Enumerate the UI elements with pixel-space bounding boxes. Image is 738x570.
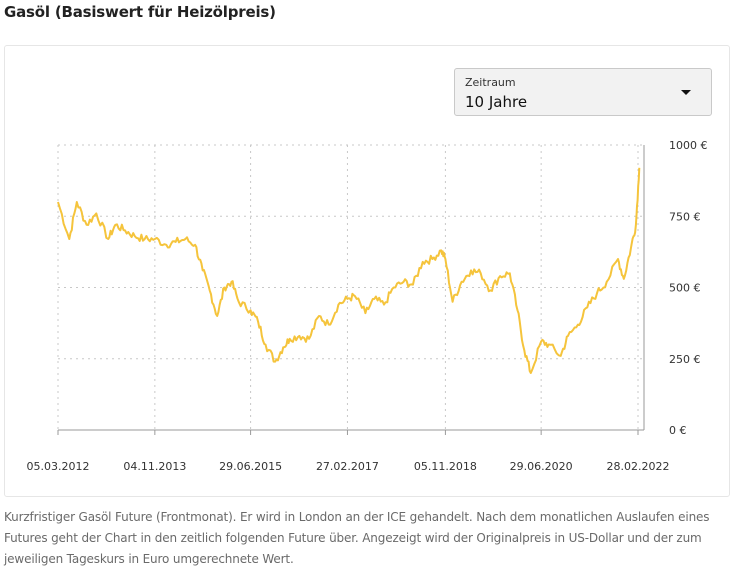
x-tick-label: 28.02.2022: [607, 460, 670, 473]
chart-card: Zeitraum 10 Jahre: [4, 45, 730, 497]
y-tick-label: 250 €: [669, 353, 701, 366]
range-select[interactable]: Zeitraum 10 Jahre: [454, 68, 712, 116]
y-tick-label: 0 €: [669, 424, 687, 437]
x-tick-label: 05.11.2018: [414, 460, 477, 473]
x-tick-label: 05.03.2012: [27, 460, 90, 473]
range-select-label: Zeitraum: [465, 76, 516, 89]
y-tick-label: 500 €: [669, 282, 701, 295]
price-chart: 0 € 250 € 500 € 750 € 1000 € 05.03.2012 04.11.…: [27, 139, 708, 473]
chart-caption: Kurzfristiger Gasöl Future (Frontmonat).…: [4, 510, 710, 566]
series-line: [57, 167, 641, 374]
x-tick-label: 29.06.2015: [219, 460, 282, 473]
range-select-value: 10 Jahre: [465, 93, 528, 111]
chevron-down-icon: [681, 90, 691, 95]
x-tick-label: 04.11.2013: [123, 460, 186, 473]
page-title: Gasöl (Basiswert für Heizölpreis): [4, 3, 276, 21]
x-tick-label: 29.06.2020: [510, 460, 573, 473]
x-tick-label: 27.02.2017: [316, 460, 379, 473]
y-tick-label: 750 €: [669, 210, 701, 223]
y-tick-label: 1000 €: [669, 139, 708, 152]
